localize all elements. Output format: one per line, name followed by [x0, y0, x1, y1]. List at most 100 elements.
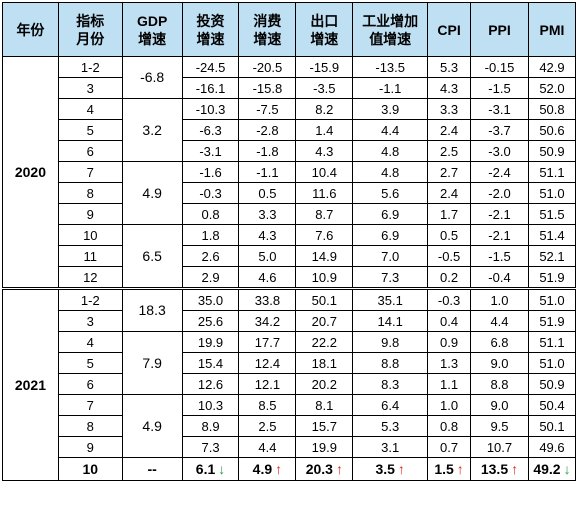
cell-value: 1.8: [201, 227, 220, 243]
month-cell: 7: [57, 161, 123, 183]
cell-value: 8.2: [315, 101, 334, 117]
cell-value: 50.9: [539, 143, 565, 159]
industry-cell: 3.9: [352, 98, 429, 120]
cell-value: -20.5: [252, 59, 283, 75]
pmi-cell: 50.9: [527, 373, 576, 395]
investment-cell: 35.0: [181, 287, 240, 311]
month-cell: 8: [57, 182, 123, 204]
column-header-text: GDP: [136, 12, 168, 29]
cell-value: 51.9: [539, 269, 565, 285]
export-cell: 20.2: [295, 373, 354, 395]
gdp-growth-cell: 7.9: [121, 331, 183, 395]
pmi-cell: 51.0: [527, 352, 576, 374]
cell-value: 35.1: [377, 292, 403, 308]
investment-cell: -1.6: [181, 161, 240, 183]
cell-value: 4.4: [381, 122, 400, 138]
cell-value: 1.3: [440, 355, 459, 371]
investment-cell: 8.9: [181, 415, 240, 437]
investment-cell: -10.3: [181, 98, 240, 120]
cell-value: -7.5: [256, 101, 279, 117]
table-row: 6 -3.1 -1.8 4.3 4.8 2.5 -3.0 50.9: [3, 140, 576, 162]
cell-value: 5.3: [381, 418, 400, 434]
arrow-down-icon: ↓: [563, 460, 571, 477]
table-row: 10 6.5 1.8 4.3 7.6 6.9 0.5 -2.1 51.4: [3, 224, 576, 289]
cpi-cell: 1.5 ↑: [427, 457, 472, 481]
cell-value: 51.1: [539, 334, 565, 350]
cell-value: -10.3: [195, 101, 226, 117]
cell-value: 8.7: [315, 206, 334, 222]
cell-value: 6.9: [381, 206, 400, 222]
table-row: 5 15.4 12.4 18.1 8.8 1.3 9.0 51.0: [3, 352, 576, 374]
investment-cell: 25.6: [181, 310, 240, 332]
table-row: 8 8.9 2.5 15.7 5.3 0.8 9.5 50.1: [3, 415, 576, 437]
pmi-cell: 51.0: [527, 182, 576, 204]
consumption-cell: -20.5: [238, 56, 297, 78]
cell-value: 7.6: [315, 227, 334, 243]
gdp-growth-cell: 3.2: [121, 98, 183, 162]
table-row: 8 -0.3 0.5 11.6 5.6 2.4 -2.0 51.0: [3, 182, 576, 204]
investment-cell: 15.4: [181, 352, 240, 374]
cell-value: 10.4: [311, 164, 337, 180]
consumption-cell: 17.7: [238, 331, 297, 353]
export-cell: 50.1: [295, 287, 354, 311]
cpi-cell: -0.5: [427, 245, 472, 267]
industry-cell: 4.8: [352, 140, 429, 162]
export-cell: 14.9: [295, 245, 354, 267]
consumption-cell: 4.3: [238, 224, 297, 246]
cell-value: 51.9: [539, 313, 565, 329]
cell-value: 2.4: [440, 185, 459, 201]
cell-value: 4.6: [258, 269, 277, 285]
cell-value: 20.7: [311, 313, 337, 329]
export-cell: 7.6: [295, 224, 354, 246]
consumption-cell: -1.1: [238, 161, 297, 183]
ppi-cell: -1.5: [470, 245, 529, 267]
cell-value: 20.2: [311, 376, 337, 392]
cell-value: 52.1: [539, 248, 565, 264]
month-cell: 11: [57, 245, 123, 267]
cell-value: 52.0: [539, 80, 565, 96]
table-row: 12 2.9 4.6 10.9 7.3 0.2 -0.4 51.9: [3, 266, 576, 289]
pmi-cell: 49.6: [527, 436, 576, 458]
export-cell: 8.2: [295, 98, 354, 120]
investment-cell: 2.9: [181, 266, 240, 289]
ppi-cell: -2.1: [470, 224, 529, 246]
industry-cell: -1.1: [352, 77, 429, 99]
cell-value: 4.9: [252, 460, 273, 477]
investment-cell: 19.9: [181, 331, 240, 353]
cpi-cell: 5.3: [427, 56, 472, 78]
cpi-cell: 0.9: [427, 331, 472, 353]
ppi-cell: -3.7: [470, 119, 529, 141]
cell-value: 10.3: [197, 397, 224, 413]
ppi-cell: -0.4: [470, 266, 529, 289]
cell-value: 3.3: [258, 206, 277, 222]
month-cell: 6: [57, 373, 123, 395]
consumption-cell: 12.1: [238, 373, 297, 395]
cell-value: 3.3: [440, 101, 459, 117]
cell-value: -1.1: [256, 164, 279, 180]
cell-value: 8.8: [381, 355, 400, 371]
cell-value: 49.6: [539, 439, 565, 455]
month-cell: 7: [57, 394, 123, 416]
cell-value: 51.0: [539, 185, 565, 201]
cell-value: 8.8: [490, 376, 509, 392]
cell-value: 4.3: [440, 80, 459, 96]
month-cell: 6: [57, 140, 123, 162]
industry-cell: 14.1: [352, 310, 429, 332]
industry-cell: 6.9: [352, 203, 429, 225]
cell-value: 4.4: [490, 313, 509, 329]
export-cell: 1.4: [295, 119, 354, 141]
cell-value: 2.5: [440, 143, 459, 159]
column-header-text: PMI: [539, 21, 565, 38]
investment-cell: 0.8: [181, 203, 240, 225]
month-cell: 4: [57, 98, 123, 120]
export-cell: 8.7: [295, 203, 354, 225]
industry-cell: 7.3: [352, 266, 429, 289]
table-row: 4 7.9 19.9 17.7 22.2 9.8 0.9 6.8 51.1: [3, 331, 576, 395]
cell-value: -1.5: [488, 248, 511, 264]
cell-value: 25.6: [197, 313, 224, 329]
cell-value: 7.3: [381, 269, 400, 285]
ppi-cell: -2.1: [470, 203, 529, 225]
month-cell: 1-2: [57, 56, 123, 78]
cell-value: -0.15: [484, 59, 515, 75]
cell-value: 33.8: [254, 292, 281, 308]
